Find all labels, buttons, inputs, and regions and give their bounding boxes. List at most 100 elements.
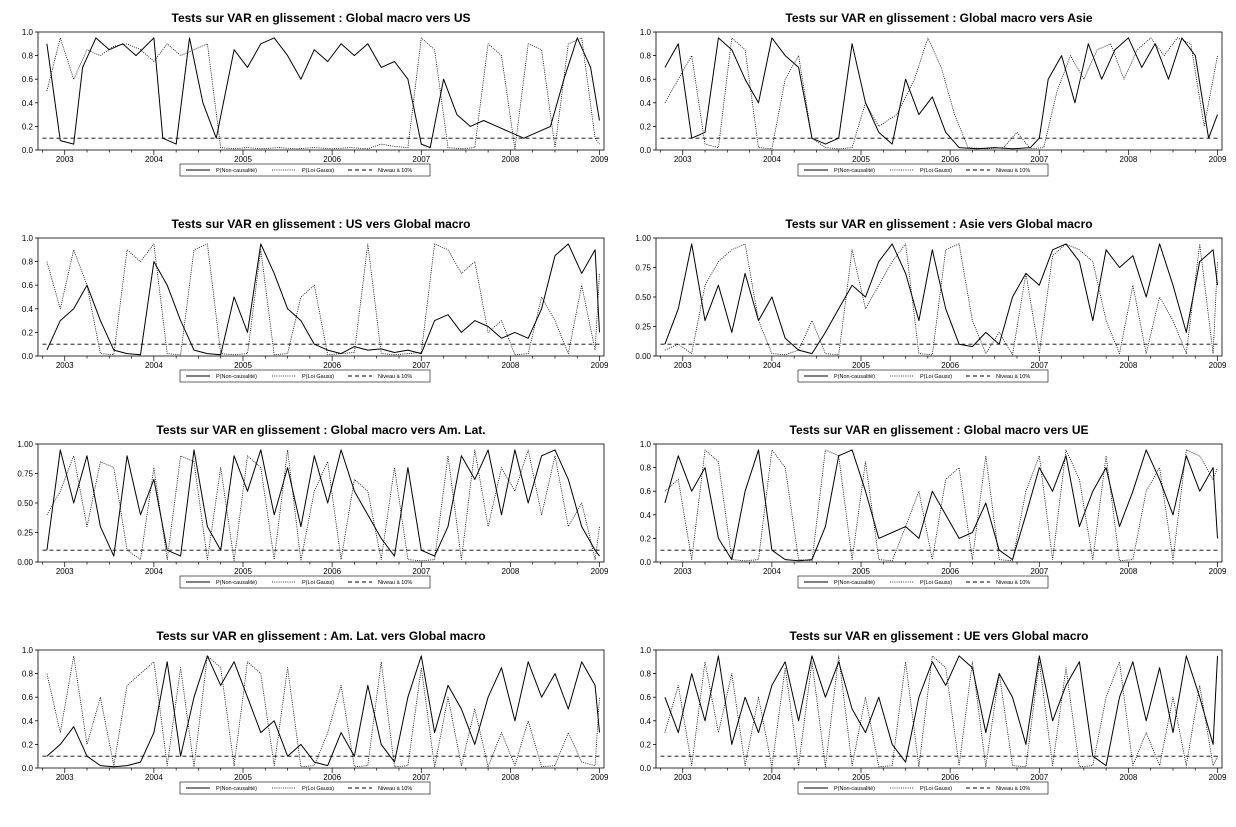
y-tick-label: 1.0 <box>22 646 34 655</box>
legend-box <box>179 369 431 383</box>
y-tick-label: 1.0 <box>22 28 34 37</box>
chart-title: Tests sur VAR en glissement : Global mac… <box>785 11 1093 25</box>
legend-label: Niveau à 10% <box>996 374 1030 380</box>
y-tick-label: 0.50 <box>635 293 651 302</box>
chart-panel-1: Tests sur VAR en glissement : Global mac… <box>0 0 618 206</box>
x-tick-label: 2009 <box>1209 773 1227 782</box>
legend-label: Niveau à 10% <box>378 168 412 174</box>
y-tick-label: 0.2 <box>640 534 652 543</box>
x-tick-label: 2009 <box>591 567 609 576</box>
legend-label: Niveau à 10% <box>996 580 1030 586</box>
x-tick-label: 2004 <box>763 773 781 782</box>
plot-frame <box>37 237 605 357</box>
chart-svg: Tests sur VAR en glissement : Global mac… <box>17 423 609 589</box>
legend-label: P(Loi Gauss) <box>302 786 334 792</box>
series-line-non-causalite <box>46 243 600 356</box>
legend-label: P(Non-causalité) <box>216 374 257 380</box>
series-line-loi-gauss <box>664 449 1218 562</box>
y-tick-label: 0.8 <box>22 52 34 61</box>
y-tick-label: 0.6 <box>22 281 34 290</box>
legend-box <box>797 575 1049 589</box>
x-tick-label: 2005 <box>852 567 870 576</box>
x-tick-label: 2003 <box>56 567 74 576</box>
x-tick-label: 2006 <box>323 567 341 576</box>
y-tick-label: 0.2 <box>22 122 34 131</box>
x-tick-label: 2008 <box>1120 361 1138 370</box>
chart-svg: Tests sur VAR en glissement : Asie vers … <box>635 217 1227 383</box>
y-tick-label: 0.75 <box>17 470 33 479</box>
y-tick-label: 0.0 <box>640 146 652 155</box>
x-tick-label: 2003 <box>674 155 692 164</box>
y-tick-label: 1.0 <box>640 440 652 449</box>
x-tick-label: 2005 <box>234 361 252 370</box>
legend-label: P(Loi Gauss) <box>920 786 952 792</box>
y-tick-label: 0.4 <box>22 305 34 314</box>
x-tick-label: 2004 <box>145 361 163 370</box>
y-tick-label: 0.2 <box>22 740 34 749</box>
x-tick-label: 2006 <box>323 155 341 164</box>
y-tick-label: 0.0 <box>22 764 34 773</box>
legend-label: Niveau à 10% <box>378 374 412 380</box>
plot-frame <box>655 649 1223 769</box>
x-tick-label: 2004 <box>763 567 781 576</box>
series-line-loi-gauss <box>664 37 1218 150</box>
x-tick-label: 2004 <box>145 567 163 576</box>
x-tick-label: 2005 <box>234 567 252 576</box>
x-tick-label: 2003 <box>56 361 74 370</box>
legend-label: Niveau à 10% <box>996 168 1030 174</box>
x-tick-label: 2009 <box>1209 155 1227 164</box>
legend-label: P(Non-causalité) <box>216 168 257 174</box>
legend-label: P(Non-causalité) <box>216 580 257 586</box>
legend-label: Niveau à 10% <box>996 786 1030 792</box>
y-tick-label: 0.6 <box>640 75 652 84</box>
y-tick-label: 0.2 <box>22 328 34 337</box>
x-tick-label: 2005 <box>852 155 870 164</box>
x-tick-label: 2006 <box>941 567 959 576</box>
chart-panel-8: Tests sur VAR en glissement : UE vers Gl… <box>618 618 1236 824</box>
x-tick-label: 2005 <box>234 155 252 164</box>
x-tick-label: 2003 <box>674 567 692 576</box>
series-line-loi-gauss <box>46 243 600 356</box>
legend-box <box>179 781 431 795</box>
legend-label: Niveau à 10% <box>378 786 412 792</box>
chart-title: Tests sur VAR en glissement : US vers Gl… <box>172 217 471 231</box>
series-line-non-causalite <box>664 449 1218 562</box>
chart-title: Tests sur VAR en glissement : UE vers Gl… <box>790 629 1089 643</box>
y-tick-label: 0.0 <box>22 352 34 361</box>
y-tick-label: 1.0 <box>640 646 652 655</box>
x-tick-label: 2006 <box>323 361 341 370</box>
legend-label: P(Loi Gauss) <box>302 168 334 174</box>
legend-label: P(Non-causalité) <box>834 580 875 586</box>
x-tick-label: 2005 <box>234 773 252 782</box>
x-tick-label: 2008 <box>502 773 520 782</box>
x-tick-label: 2007 <box>412 155 430 164</box>
chart-panel-3: Tests sur VAR en glissement : US vers Gl… <box>0 206 618 412</box>
chart-panel-4: Tests sur VAR en glissement : Asie vers … <box>618 206 1236 412</box>
y-tick-label: 0.2 <box>640 122 652 131</box>
x-tick-label: 2006 <box>941 773 959 782</box>
legend-label: Niveau à 10% <box>378 580 412 586</box>
y-tick-label: 0.8 <box>640 464 652 473</box>
x-tick-label: 2003 <box>674 773 692 782</box>
x-tick-label: 2009 <box>591 155 609 164</box>
chart-panel-6: Tests sur VAR en glissement : Global mac… <box>618 412 1236 618</box>
y-tick-label: 0.8 <box>640 52 652 61</box>
legend-label: P(Non-causalité) <box>834 374 875 380</box>
legend-label: P(Non-causalité) <box>834 786 875 792</box>
chart-title: Tests sur VAR en glissement : Global mac… <box>790 423 1089 437</box>
x-tick-label: 2007 <box>1030 773 1048 782</box>
y-tick-label: 0.25 <box>17 529 33 538</box>
y-tick-label: 0.00 <box>17 558 33 567</box>
x-tick-label: 2006 <box>941 361 959 370</box>
series-line-loi-gauss <box>664 655 1218 768</box>
legend-label: P(Loi Gauss) <box>302 580 334 586</box>
legend-label: P(Non-causalité) <box>834 168 875 174</box>
series-line-non-causalite <box>46 37 600 149</box>
y-tick-label: 0.6 <box>640 693 652 702</box>
y-tick-label: 0.8 <box>22 670 34 679</box>
x-tick-label: 2005 <box>852 773 870 782</box>
plot-frame <box>37 443 605 563</box>
y-tick-label: 1.00 <box>17 440 33 449</box>
x-tick-label: 2004 <box>763 361 781 370</box>
